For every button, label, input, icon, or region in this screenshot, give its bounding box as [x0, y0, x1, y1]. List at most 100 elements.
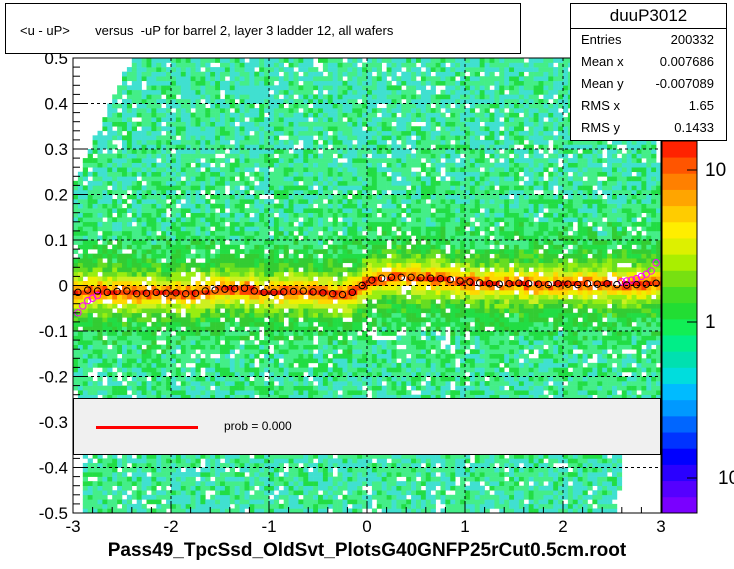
heatmap-cell [180, 280, 186, 286]
heatmap-cell [190, 85, 196, 91]
heatmap-cell [386, 390, 392, 395]
heatmap-cell [362, 221, 368, 227]
heatmap-cell [180, 212, 186, 218]
heatmap-cell [244, 199, 250, 204]
heatmap-cell [352, 331, 358, 336]
heatmap-cell [278, 299, 284, 304]
heatmap-cell [278, 331, 284, 336]
heatmap-cell [171, 367, 177, 373]
heatmap-cell [283, 485, 289, 491]
heatmap-cell [166, 481, 172, 486]
heatmap-cell [117, 485, 123, 491]
heatmap-cell [190, 240, 196, 245]
heatmap-cell [244, 271, 250, 277]
heatmap-cell [303, 472, 309, 477]
heatmap-cell [166, 240, 172, 245]
heatmap-cell [376, 58, 382, 63]
heatmap-cell [131, 194, 137, 200]
heatmap-cell [224, 390, 231, 395]
heatmap-cell [239, 353, 245, 359]
heatmap-cell [224, 349, 231, 355]
heatmap-cell [381, 153, 387, 159]
heatmap-cell [239, 349, 245, 355]
heatmap-cell [92, 208, 98, 213]
heatmap-cell [126, 240, 133, 245]
heatmap-cell [367, 112, 373, 118]
heatmap-cell [342, 80, 348, 86]
heatmap-cell [293, 280, 299, 286]
heatmap-cell [303, 308, 309, 314]
heatmap-cell [376, 258, 382, 264]
heatmap-cell [131, 267, 137, 273]
heatmap-cell [117, 244, 123, 250]
heatmap-cell [318, 303, 324, 309]
heatmap-cell [126, 485, 133, 491]
heatmap-cell [151, 472, 157, 477]
heatmap-cell [381, 112, 387, 118]
heatmap-cell [308, 235, 314, 241]
heatmap-cell [269, 135, 275, 141]
heatmap-cell [146, 149, 152, 154]
heatmap-cell [352, 244, 358, 250]
heatmap-cell [190, 331, 196, 336]
heatmap-cell [318, 390, 324, 395]
heatmap-cell [313, 262, 319, 268]
heatmap-cell [254, 267, 260, 273]
heatmap-cell [288, 139, 294, 145]
heatmap-cell [229, 153, 235, 159]
heatmap-cell [126, 335, 133, 341]
heatmap-cell [244, 290, 250, 295]
heatmap-cell [122, 153, 128, 159]
heatmap-cell [210, 317, 216, 323]
heatmap-cell [283, 262, 289, 268]
heatmap-cell [357, 189, 363, 195]
heatmap-cell [215, 117, 221, 122]
heatmap-cell [136, 335, 142, 341]
heatmap-cell [303, 217, 309, 223]
heatmap-cell [362, 335, 368, 341]
heatmap-cell [82, 472, 88, 477]
heatmap-cell [293, 226, 299, 232]
heatmap-cell [117, 326, 123, 332]
heatmap-cell [362, 180, 368, 186]
heatmap-cell [342, 103, 348, 109]
heatmap-cell [117, 230, 123, 236]
heatmap-cell [73, 212, 79, 218]
heatmap-cell [126, 340, 133, 345]
heatmap-cell [259, 258, 265, 264]
heatmap-cell [220, 149, 226, 154]
heatmap-cell [352, 185, 358, 191]
heatmap-cell [244, 267, 250, 273]
heatmap-cell [244, 112, 250, 118]
heatmap-cell [254, 385, 260, 391]
heatmap-cell [87, 349, 93, 355]
heatmap-cell [131, 62, 137, 68]
heatmap-cell [141, 508, 147, 514]
heatmap-cell [161, 485, 167, 491]
heatmap-cell [298, 390, 304, 395]
heatmap-cell [117, 312, 123, 318]
heatmap-cell [190, 349, 196, 355]
heatmap-cell [313, 494, 319, 500]
heatmap-cell [156, 390, 162, 395]
heatmap-cell [234, 267, 240, 273]
heatmap-cell [82, 189, 88, 195]
heatmap-cell [357, 303, 363, 309]
heatmap-cell [313, 508, 319, 514]
heatmap-cell [259, 144, 265, 150]
heatmap-cell [97, 249, 103, 254]
heatmap-cell [131, 253, 137, 259]
heatmap-cell [180, 230, 186, 236]
heatmap-cell [318, 285, 324, 291]
heatmap-cell [146, 203, 152, 209]
heatmap-cell [293, 171, 299, 177]
heatmap-cell [102, 331, 108, 336]
heatmap-cell [293, 126, 299, 132]
heatmap-cell [200, 203, 206, 209]
heatmap-cell [151, 371, 157, 377]
heatmap-cell [234, 376, 240, 382]
heatmap-cell [273, 303, 280, 309]
heatmap-cell [117, 194, 123, 200]
heatmap-cell [107, 326, 113, 332]
heatmap-cell [141, 349, 147, 355]
